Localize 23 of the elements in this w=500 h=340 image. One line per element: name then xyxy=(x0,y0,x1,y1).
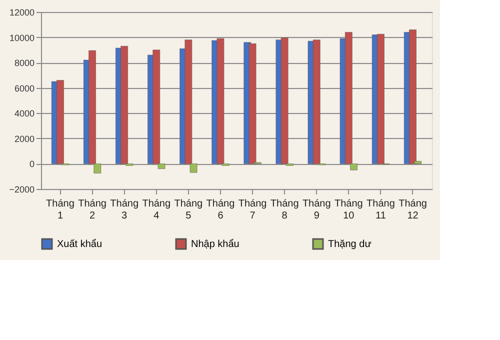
y-tick-label: 6000 xyxy=(14,83,34,94)
y-tick-label: 12000 xyxy=(9,8,34,18)
legend-label: Xuất khẩu xyxy=(57,238,102,250)
x-tick-label: Tháng 12 xyxy=(398,198,427,222)
x-tick-label: Tháng 6 xyxy=(206,198,235,222)
y-tick-label: 2000 xyxy=(14,134,34,144)
y-tick-label: 10000 xyxy=(9,32,34,43)
legend-label: Thặng dư xyxy=(328,239,372,250)
x-tick-label: Tháng 4 xyxy=(142,198,171,222)
legend-label: Nhập khẩu xyxy=(191,238,240,250)
x-tick-label: Tháng 10 xyxy=(334,198,363,222)
x-tick-label: Tháng 5 xyxy=(174,198,203,222)
x-tick-label: Tháng 9 xyxy=(302,198,331,222)
y-tick-label: 4000 xyxy=(14,108,34,119)
x-tick-label: Tháng 2 xyxy=(78,198,106,222)
x-tick-label: Tháng 7 xyxy=(238,198,267,222)
x-tick-label: Tháng 1 xyxy=(46,198,74,222)
x-tick-label: Tháng 11 xyxy=(366,198,395,222)
x-tick-label: Tháng 8 xyxy=(270,198,299,222)
x-tick-label: Tháng 3 xyxy=(110,198,139,222)
y-tick-label: 0 xyxy=(29,159,34,170)
y-tick-label: −2000 xyxy=(9,184,34,194)
y-tick-label: 8000 xyxy=(14,58,34,68)
